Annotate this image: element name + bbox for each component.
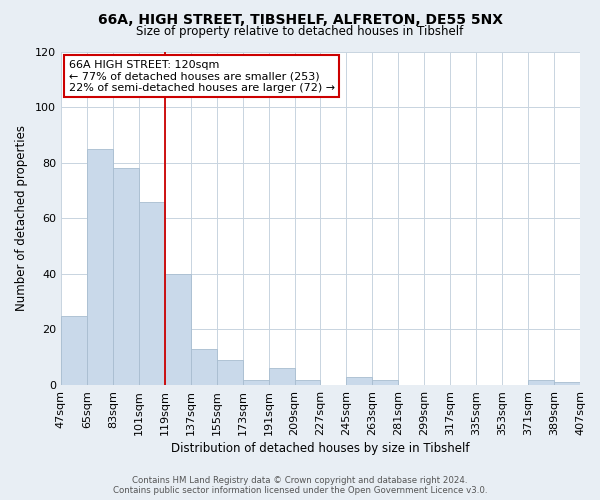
Bar <box>295 380 320 385</box>
Text: 66A HIGH STREET: 120sqm
← 77% of detached houses are smaller (253)
22% of semi-d: 66A HIGH STREET: 120sqm ← 77% of detache… <box>69 60 335 93</box>
Bar <box>346 376 373 385</box>
Bar <box>528 380 554 385</box>
Text: Size of property relative to detached houses in Tibshelf: Size of property relative to detached ho… <box>136 25 464 38</box>
Text: Contains HM Land Registry data © Crown copyright and database right 2024.
Contai: Contains HM Land Registry data © Crown c… <box>113 476 487 495</box>
Text: 66A, HIGH STREET, TIBSHELF, ALFRETON, DE55 5NX: 66A, HIGH STREET, TIBSHELF, ALFRETON, DE… <box>97 12 503 26</box>
Bar <box>87 149 113 385</box>
Bar <box>61 316 87 385</box>
Y-axis label: Number of detached properties: Number of detached properties <box>15 126 28 312</box>
X-axis label: Distribution of detached houses by size in Tibshelf: Distribution of detached houses by size … <box>171 442 470 455</box>
Bar <box>269 368 295 385</box>
Bar <box>554 382 580 385</box>
Bar <box>139 202 165 385</box>
Bar <box>242 380 269 385</box>
Bar <box>165 274 191 385</box>
Bar <box>113 168 139 385</box>
Bar <box>191 349 217 385</box>
Bar <box>373 380 398 385</box>
Bar <box>217 360 242 385</box>
